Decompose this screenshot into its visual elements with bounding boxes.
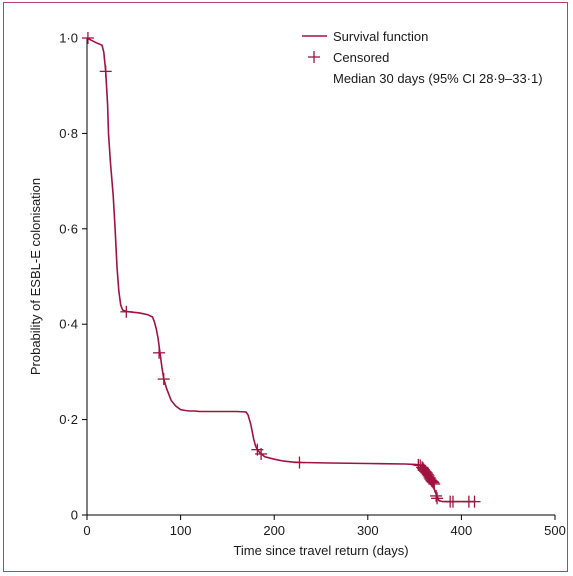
y-tick-label: 0 — [71, 508, 78, 523]
censor-mark — [99, 65, 112, 78]
y-tick-label: 0·6 — [59, 221, 78, 236]
censor-mark — [426, 475, 439, 488]
legend-median-note: Median 30 days (95% CI 28·9–33·1) — [333, 71, 543, 86]
censor-mark — [446, 495, 459, 508]
censor-mark — [427, 476, 440, 489]
series-layer — [86, 37, 476, 503]
x-axis-title: Time since travel return (days) — [233, 543, 408, 558]
censor-mark — [157, 373, 170, 386]
legend-censor-swatch — [308, 51, 320, 63]
x-tick-label: 100 — [170, 523, 192, 538]
censor-mark — [421, 468, 434, 481]
legend-censored-label: Censored — [333, 50, 389, 65]
x-tick-label: 500 — [544, 523, 566, 538]
y-tick-label: 1·0 — [59, 31, 78, 46]
x-tick-label: 0 — [83, 523, 90, 538]
x-tick-label: 200 — [263, 523, 285, 538]
censor-mark — [430, 489, 443, 502]
censor-mark — [153, 346, 166, 359]
figure-frame — [3, 2, 568, 572]
axes — [86, 38, 555, 516]
censor-mark — [431, 492, 444, 505]
censor-mark — [120, 305, 133, 318]
censor-mark — [81, 32, 94, 44]
censor-mark — [428, 477, 441, 490]
censor-mark — [420, 467, 433, 480]
censor-mark — [293, 456, 306, 469]
legend: Survival function Censored Median 30 day… — [302, 29, 543, 86]
censor-marks — [81, 32, 481, 508]
ticks: 0 100 200 300 400 500 0 0·2 0·4 0·6 0·8 1·0 — [59, 31, 566, 539]
legend-survival-label: Survival function — [333, 29, 428, 44]
x-tick-label: 300 — [357, 523, 379, 538]
censor-mark — [255, 447, 268, 460]
y-tick-label: 0·4 — [59, 317, 78, 332]
survival-curve — [86, 37, 476, 503]
x-tick-label: 400 — [451, 523, 473, 538]
censor-mark — [425, 474, 438, 487]
y-tick-label: 0·8 — [59, 126, 78, 141]
legend-plus-mark — [308, 51, 320, 63]
y-axis-title: Probability of ESBL-E colonisation — [28, 178, 43, 375]
censor-mark — [468, 495, 481, 508]
y-tick-label: 0·2 — [59, 412, 78, 427]
